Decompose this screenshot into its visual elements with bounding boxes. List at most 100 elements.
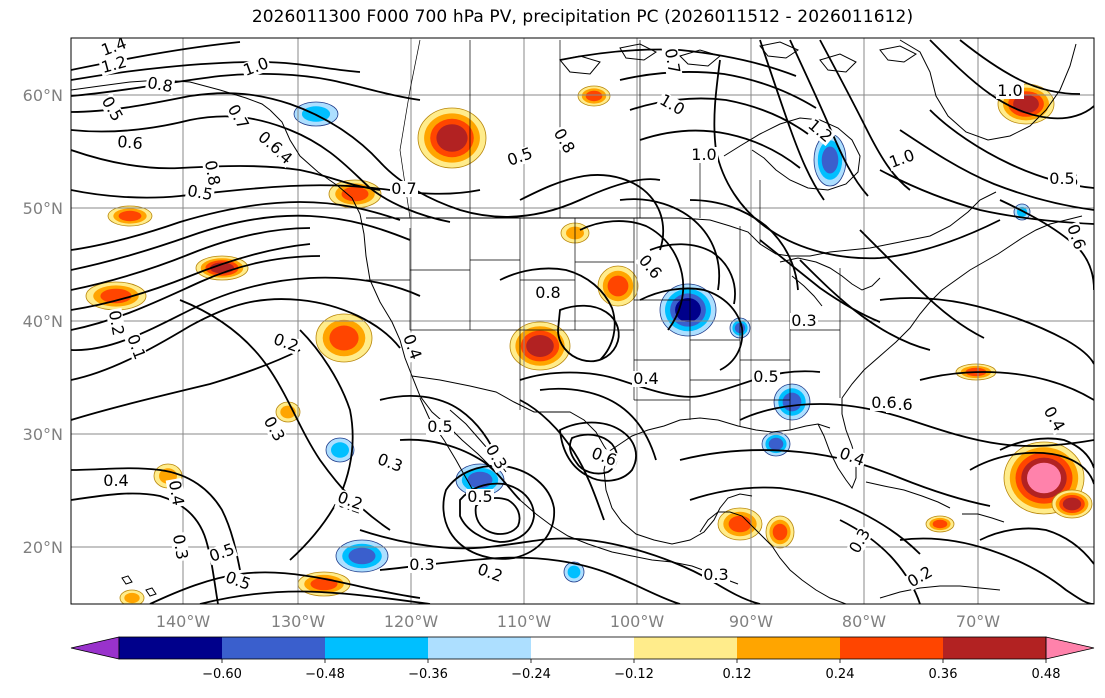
us-mexico-border — [411, 375, 609, 453]
us-canada-border — [366, 191, 997, 257]
contour-label-bg — [408, 557, 436, 573]
lat-label-60n: 60°N — [23, 86, 63, 105]
precip-level — [768, 437, 784, 451]
contour-label: 0.5 — [753, 367, 778, 386]
colorbar-tick-label: 0.24 — [826, 667, 855, 682]
contour-label-bg — [655, 91, 689, 119]
contour-label-bg — [105, 307, 127, 339]
contour-label-bg — [270, 330, 302, 356]
precip-cell — [335, 539, 389, 573]
precip-level — [124, 592, 140, 604]
precip-cell — [315, 313, 373, 363]
contour-label-bg — [482, 440, 510, 474]
hispaniola-outline — [962, 513, 1005, 523]
greenland-coast — [899, 39, 1077, 141]
colorbar-bin — [222, 637, 325, 659]
south-america-north — [879, 585, 1001, 599]
contour-label-bg — [201, 157, 223, 189]
contour-label: 0.6 — [871, 393, 896, 412]
colorbar-tick-label: −0.36 — [408, 667, 448, 682]
precip-cell — [765, 515, 795, 549]
lon-label-110w: 110°W — [497, 612, 552, 631]
contour-label-bg — [466, 489, 494, 505]
contour-label: 0.8 — [201, 159, 224, 187]
precip-cell — [597, 265, 639, 307]
gulf-coast — [607, 417, 831, 453]
colorbar-tick-label: −0.24 — [511, 667, 551, 682]
contour-label: 1.0 — [691, 145, 716, 164]
lon-label-90w: 90°W — [729, 612, 773, 631]
contour-label-bg — [254, 127, 286, 159]
colorbar-bin — [531, 637, 634, 659]
contour-label-bg — [550, 124, 578, 158]
precip-cell — [417, 107, 487, 169]
contour-label: 0.6 — [117, 132, 144, 153]
contour-label-bg — [702, 567, 730, 583]
lat-label-40n: 40°N — [23, 312, 63, 331]
us-state-lines — [366, 218, 841, 430]
contour-label-bg — [661, 45, 683, 77]
colorbar-bin — [428, 637, 531, 659]
contour-label-bg — [790, 313, 818, 329]
precip-cell — [328, 179, 382, 209]
contour-label-bg — [846, 524, 874, 558]
contour-label: 0.4 — [103, 471, 128, 490]
precip-cell — [325, 437, 355, 463]
longitude-labels: 140°W 130°W 120°W 110°W 100°W 90°W 80°W … — [156, 612, 1000, 631]
contour-label-bg — [804, 115, 836, 147]
colorbar-tick-label: 0.48 — [1032, 667, 1061, 682]
contour-label: 1.0 — [997, 81, 1022, 100]
atlantic-coastline — [841, 215, 1083, 399]
colorbar-extend-high — [1045, 636, 1095, 660]
colorbar-tick-label: −0.48 — [305, 667, 345, 682]
precip-cell — [577, 85, 611, 107]
contour-label: 0.4 — [165, 479, 188, 507]
precip-cell — [509, 321, 571, 371]
precip-level — [329, 325, 359, 351]
contour-label-bg — [374, 450, 406, 476]
colorbar-bin — [634, 637, 737, 659]
contour-label: 0.7 — [661, 47, 684, 75]
hudson-bay-coast — [723, 117, 861, 191]
contour-label-bg — [752, 369, 780, 385]
lat-label-30n: 30°N — [23, 425, 63, 444]
contour-label-bg — [144, 74, 176, 96]
lon-label-100w: 100°W — [610, 612, 665, 631]
baja-california-coast — [419, 397, 475, 493]
lat-label-50n: 50°N — [23, 199, 63, 218]
precip-level — [1062, 497, 1082, 511]
caribbean-isthmus — [751, 525, 847, 604]
colorbar-tick-label: 0.12 — [723, 667, 752, 682]
colorbar-tick-label: −0.12 — [614, 667, 654, 682]
contour-label-bg — [632, 371, 660, 387]
contour-label-bg — [903, 563, 937, 591]
contour-label-bg — [886, 146, 918, 172]
hawaii-islands — [121, 575, 157, 597]
precip-level — [585, 90, 603, 102]
precip-cell — [107, 205, 153, 227]
precip-cell — [297, 571, 351, 597]
canada-province-lines — [399, 39, 761, 244]
contour-label-bg — [224, 100, 252, 134]
colorbar: −0.60 −0.48 −0.36 −0.24 −0.12 0.12 0.24 0.36 0.4… — [70, 636, 1095, 682]
contour-label-bg — [98, 92, 126, 126]
contour-label-bg — [996, 83, 1024, 99]
colorbar-bin — [737, 637, 840, 659]
contour-label-bg — [634, 251, 666, 283]
colorbar-extend-low — [70, 636, 120, 660]
colorbar-bin — [119, 637, 222, 659]
contour-label-bg — [534, 285, 562, 301]
contour-label-bg — [836, 444, 868, 470]
cuba-outline — [865, 481, 951, 509]
contour-label-bg — [169, 531, 191, 563]
precip-cell — [925, 515, 955, 533]
colorbar-bin — [840, 637, 943, 659]
lon-label-120w: 120°W — [384, 612, 439, 631]
graticule — [71, 38, 1094, 604]
alaska-coast — [71, 79, 271, 111]
contour-labels: 1.41.20.80.50.61.00.70.40.50.80.70.6 0.51… — [98, 38, 1090, 594]
precip-cell — [195, 255, 249, 281]
contour-label: 0.3 — [409, 555, 434, 574]
contour-label: 0.4 — [633, 369, 658, 388]
